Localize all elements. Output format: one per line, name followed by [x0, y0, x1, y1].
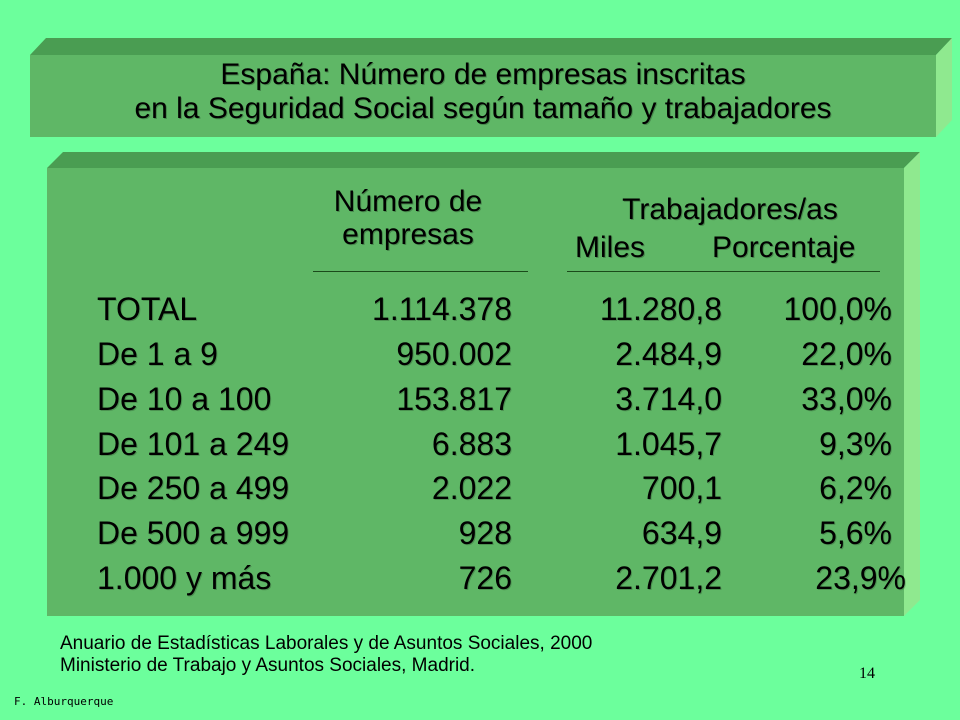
row-empresas: 153.817 [396, 381, 512, 417]
table-row: De 1 a 9 950.002 2.484,9 22,0% [0, 332, 960, 376]
header-empresas-line-2: empresas [342, 218, 474, 251]
page-title: España: Número de empresas inscritas en … [30, 58, 936, 126]
row-porcentaje: 5,6% [819, 515, 892, 551]
row-label: 1.000 y más [97, 560, 272, 596]
row-porcentaje: 23,9% [815, 560, 906, 596]
row-empresas: 1.114.378 [372, 291, 512, 327]
row-miles: 700,1 [641, 470, 722, 506]
row-miles: 1.045,7 [615, 426, 722, 462]
source-line-2: Ministerio de Trabajo y Asuntos Sociales… [60, 655, 476, 676]
row-empresas: 726 [458, 560, 512, 596]
row-miles: 2.701,2 [615, 560, 722, 596]
row-porcentaje: 22,0% [801, 336, 892, 372]
row-porcentaje: 33,0% [801, 381, 892, 417]
table-row: 1.000 y más 726 2.701,2 23,9% [0, 556, 960, 600]
row-label: De 250 a 499 [97, 470, 290, 506]
header-empresas-rule [313, 271, 528, 272]
row-label: De 500 a 999 [97, 515, 290, 551]
row-porcentaje: 9,3% [819, 426, 892, 462]
title-line-2: en la Seguridad Social según tamaño y tr… [134, 92, 832, 125]
row-empresas: 928 [458, 515, 512, 551]
table-row: TOTAL 1.114.378 11.280,8 100,0% [0, 287, 960, 331]
row-label: De 10 a 100 [97, 381, 272, 417]
header-empresas: Número de empresas [300, 185, 516, 251]
table-row: De 500 a 999 928 634,9 5,6% [0, 511, 960, 555]
row-label: De 101 a 249 [97, 426, 290, 462]
author-credit: F. Alburquerque [14, 695, 114, 708]
row-label: TOTAL [97, 291, 198, 327]
header-miles: Miles [575, 231, 646, 264]
header-trabajadores-rule [567, 271, 880, 272]
header-empresas-line-1: Número de [333, 185, 483, 218]
row-miles: 2.484,9 [615, 336, 722, 372]
header-porcentaje: Porcentaje [712, 231, 856, 264]
row-empresas: 6.883 [431, 426, 512, 462]
row-empresas: 2.022 [431, 470, 512, 506]
header-trabajadores: Trabajadores/as [622, 193, 838, 226]
row-label: De 1 a 9 [97, 336, 218, 372]
row-miles: 3.714,0 [615, 381, 722, 417]
row-miles: 11.280,8 [599, 291, 722, 327]
table-row: De 10 a 100 153.817 3.714,0 33,0% [0, 377, 960, 421]
title-line-1: España: Número de empresas inscritas [220, 58, 746, 91]
table-row: De 250 a 499 2.022 700,1 6,2% [0, 466, 960, 510]
row-miles: 634,9 [641, 515, 722, 551]
source-note: Anuario de Estadísticas Laborales y de A… [60, 633, 592, 677]
row-porcentaje: 100,0% [783, 291, 892, 327]
title-banner: España: Número de empresas inscritas en … [0, 0, 960, 140]
source-line-1: Anuario de Estadísticas Laborales y de A… [60, 633, 593, 654]
title-banner-shape [30, 38, 952, 137]
page-number: 14 [859, 665, 875, 682]
table-row: De 101 a 249 6.883 1.045,7 9,3% [0, 422, 960, 466]
row-empresas: 950.002 [396, 336, 512, 372]
row-porcentaje: 6,2% [819, 470, 892, 506]
